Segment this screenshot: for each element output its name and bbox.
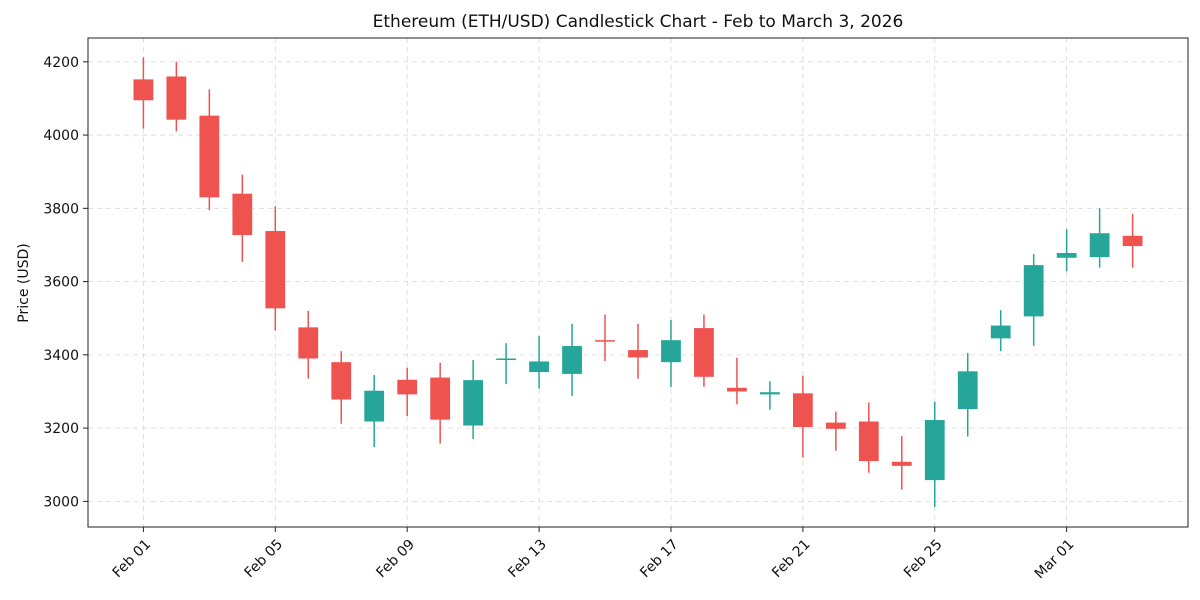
- candle-2026-02-04: [232, 174, 253, 262]
- candle-body: [1023, 265, 1044, 317]
- candle-body: [1089, 233, 1110, 258]
- y-tick-label: 4000: [43, 128, 79, 144]
- candle-2026-02-07: [331, 351, 352, 424]
- candle-body: [957, 371, 978, 410]
- candle-body: [496, 358, 516, 361]
- candle-2026-02-08: [364, 374, 385, 448]
- y-tick-label: 3000: [43, 494, 79, 510]
- candle-body: [792, 393, 813, 428]
- y-tick-label: 3800: [43, 201, 79, 217]
- candle-body: [760, 392, 780, 395]
- candle-body: [694, 328, 714, 377]
- candle-2026-02-21: [792, 375, 813, 458]
- x-tick-label: Feb 21: [769, 537, 814, 582]
- candle-2026-02-18: [694, 314, 714, 387]
- chart-title: Ethereum (ETH/USD) Candlestick Chart - F…: [373, 12, 904, 32]
- candle-body: [924, 420, 945, 481]
- candle-body: [331, 362, 352, 400]
- candle-2026-02-25: [924, 401, 945, 507]
- candle-2026-02-10: [430, 362, 451, 444]
- candle-body: [463, 380, 484, 426]
- candle-2026-02-11: [463, 359, 484, 440]
- candle-body: [133, 79, 154, 101]
- candle-2026-02-17: [661, 320, 681, 388]
- x-tick-label: Mar 01: [1032, 537, 1078, 583]
- candle-body: [199, 115, 220, 198]
- candle-2026-03-02: [1089, 208, 1110, 268]
- axis-layer: 3000 3200 3400 3600 3800 4000 4200 Feb 01 Feb 05…: [43, 55, 1077, 582]
- candle-2026-02-16: [628, 323, 648, 379]
- candle-2026-02-27: [990, 310, 1011, 352]
- x-tick-label: Feb 09: [373, 537, 418, 582]
- candle-2026-02-20: [760, 381, 780, 410]
- candle-body: [562, 346, 582, 374]
- y-axis-label: Price (USD): [16, 243, 32, 322]
- candle-body: [990, 325, 1011, 339]
- x-tick-label: Feb 01: [110, 537, 155, 582]
- x-tick-label: Feb 13: [505, 537, 550, 582]
- candle-2026-02-26: [957, 353, 978, 437]
- candle-2026-02-19: [727, 357, 747, 405]
- candle-body: [397, 379, 418, 395]
- candle-body: [232, 193, 253, 236]
- candle-2026-02-05: [265, 206, 286, 331]
- candle-2026-02-01: [133, 57, 154, 129]
- candle-2026-02-09: [397, 367, 418, 417]
- candle-layer: [133, 57, 1143, 507]
- candle-body: [661, 340, 681, 363]
- candle-body: [825, 422, 846, 429]
- x-tick-label: Feb 17: [637, 537, 682, 582]
- candle-body: [858, 421, 879, 462]
- candle-2026-02-13: [529, 335, 549, 389]
- x-tick-label: Feb 05: [242, 537, 287, 582]
- candle-2026-02-03: [199, 89, 220, 211]
- candle-2026-02-28: [1023, 254, 1044, 346]
- candle-body: [1122, 235, 1143, 247]
- candle-body: [265, 231, 286, 309]
- x-tick-label: Feb 25: [901, 537, 946, 582]
- y-tick-label: 3400: [43, 348, 79, 364]
- candle-2026-03-03: [1122, 213, 1143, 268]
- candle-body: [364, 390, 385, 422]
- candle-2026-02-24: [891, 436, 912, 490]
- candle-2026-02-22: [825, 411, 846, 451]
- candle-2026-02-14: [562, 323, 582, 396]
- candle-body: [1056, 253, 1077, 258]
- plot-frame: [87, 37, 1189, 528]
- candle-body: [166, 76, 187, 120]
- candle-2026-02-23: [858, 402, 879, 473]
- candle-body: [430, 377, 451, 420]
- y-tick-label: 4200: [43, 55, 79, 71]
- y-tick-label: 3600: [43, 275, 79, 291]
- candle-2026-02-15: [595, 314, 615, 362]
- candle-body: [891, 461, 912, 466]
- grid-layer: [88, 38, 1188, 527]
- candle-body: [298, 327, 319, 359]
- candle-2026-02-06: [298, 310, 319, 379]
- candle-body: [595, 340, 615, 342]
- candle-2026-02-02: [166, 61, 187, 132]
- candle-body: [529, 361, 549, 373]
- candle-body: [727, 387, 747, 392]
- candle-2026-02-12: [496, 343, 516, 385]
- candle-body: [628, 350, 648, 358]
- y-tick-label: 3200: [43, 421, 79, 437]
- candle-2026-03-01: [1056, 229, 1077, 272]
